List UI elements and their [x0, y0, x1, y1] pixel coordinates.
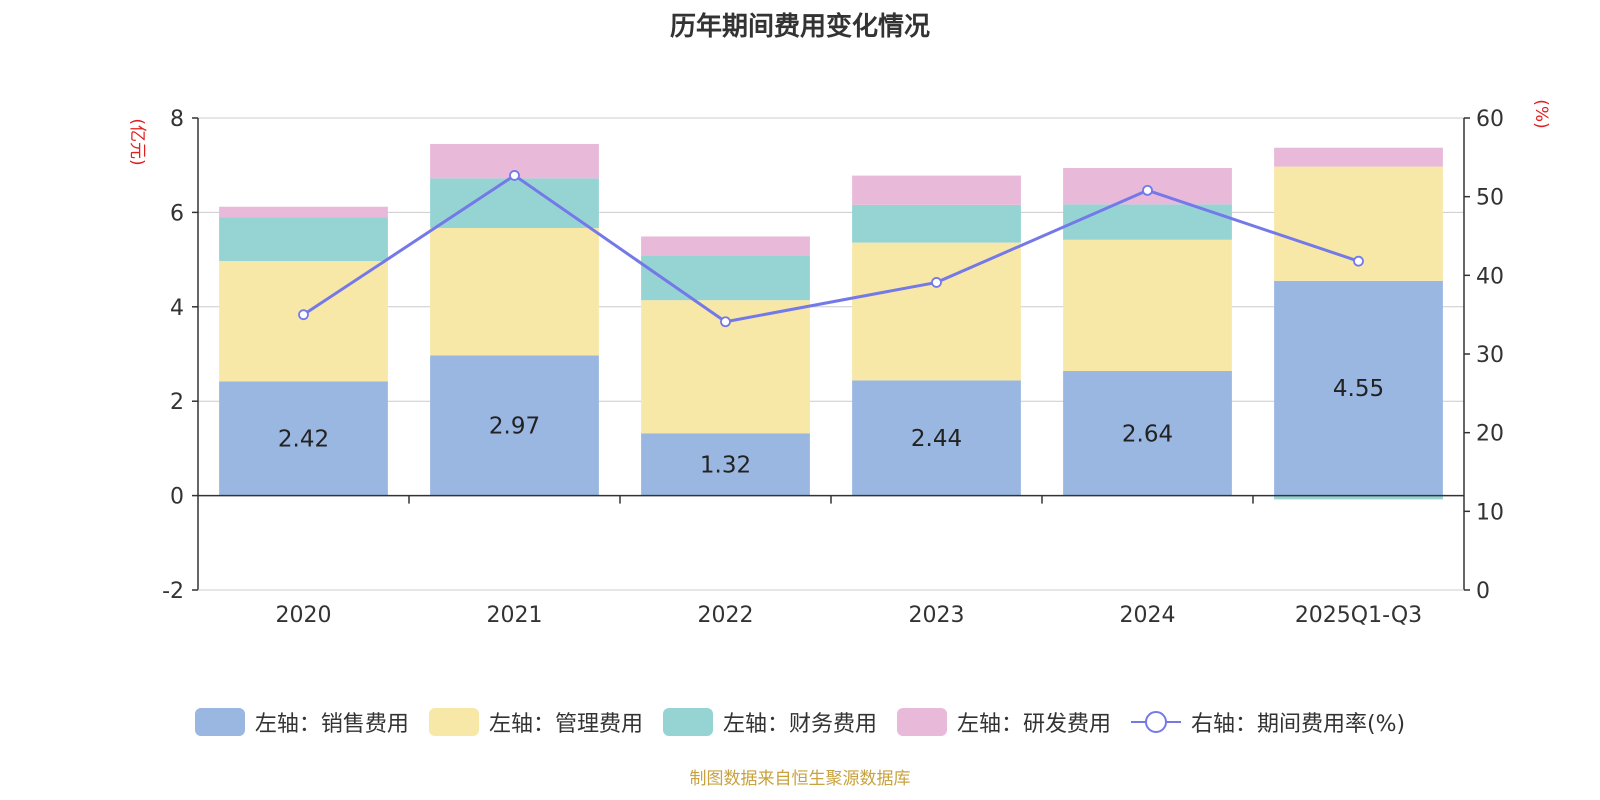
- data-source-note: 制图数据来自恒生聚源数据库: [689, 769, 911, 789]
- right-axis-tick-label: 50: [1476, 186, 1504, 211]
- left-axis-unit: (亿元): [127, 118, 147, 165]
- axes: -2 0 2 4 6 8 0 10 20 30 40 50 60 2020 2021 2022 2023 2024…: [127, 99, 1551, 628]
- bar-segment-2-2021: [430, 178, 599, 228]
- expense-rate-line: [298, 170, 1364, 328]
- bar-segment-1-2021: [430, 227, 599, 356]
- legend-item-finance[interactable]: 左轴：财务费用: [662, 706, 877, 738]
- bar-value-label: 2.42: [278, 426, 329, 452]
- x-axis-tick-label: 2024: [1120, 603, 1176, 628]
- bar-value-label: 2.64: [1122, 421, 1173, 447]
- bar-segment-0-2020: [219, 381, 388, 496]
- left-axis-tick-label: 4: [170, 296, 184, 321]
- right-axis-tick-label: 40: [1476, 264, 1504, 289]
- right-axis-unit: (%): [1531, 99, 1551, 128]
- left-axis-tick-label: 2: [170, 390, 184, 415]
- bar-segment-3-2022: [641, 236, 810, 256]
- expense-rate-point-2020: [298, 309, 309, 321]
- legend-label-rate: 右轴：期间费用率(%): [1190, 712, 1406, 737]
- expense-rate-point-2025Q1-Q3: [1353, 255, 1364, 267]
- bar-segment-0-2024: [1063, 370, 1232, 496]
- right-axis-tick-label: 10: [1476, 500, 1504, 525]
- legend-label-finance: 左轴：财务费用: [722, 712, 877, 737]
- legend-label-sales: 左轴：销售费用: [254, 712, 409, 737]
- right-axis-tick-label: 0: [1476, 579, 1490, 604]
- bar-segment-2-2023: [852, 204, 1021, 243]
- left-axis-tick-label: 0: [170, 485, 184, 510]
- legend-swatch-finance: [662, 708, 713, 736]
- bar-segment-3-2020: [219, 206, 388, 218]
- right-axis-tick-label: 30: [1476, 343, 1504, 368]
- left-axis-tick-label: 8: [170, 107, 184, 132]
- x-axis-tick-label: 2020: [276, 603, 332, 628]
- legend-item-rate[interactable]: 右轴：期间费用率(%): [1130, 706, 1406, 738]
- expense-rate-polyline: [302, 173, 1359, 324]
- x-axis-tick-label: 2021: [487, 603, 543, 628]
- legend-item-sales[interactable]: 左轴：销售费用: [194, 706, 409, 738]
- left-axis-tick-label: 6: [170, 201, 184, 226]
- bar-segment-2-2025Q1-Q3: [1274, 495, 1443, 500]
- legend-item-admin[interactable]: 左轴：管理费用: [428, 706, 643, 738]
- bar-segment-1-2020: [219, 261, 388, 382]
- bar-segment-0-2023: [852, 380, 1021, 496]
- x-axis-tick-label: 2023: [909, 603, 965, 628]
- bar-segment-1-2024: [1063, 239, 1232, 371]
- bar-value-label: 2.97: [489, 414, 540, 440]
- bar-segment-0-2025Q1-Q3: [1274, 280, 1443, 496]
- right-axis-tick-label: 20: [1476, 422, 1504, 447]
- bar-segment-1-2023: [852, 242, 1021, 381]
- expense-rate-point-2024: [1142, 184, 1153, 196]
- bar-stack-group: [219, 143, 1443, 500]
- bar-segment-2-2020: [219, 217, 388, 262]
- bar-segment-0-2021: [430, 355, 599, 496]
- bar-segment-2-2022: [641, 255, 810, 301]
- expense-rate-point-2022: [720, 316, 731, 328]
- expense-rate-point-2021: [509, 170, 520, 181]
- bar-segment-3-2023: [852, 175, 1021, 205]
- left-axis-tick-label: -2: [162, 579, 184, 604]
- bar-segment-0-2022: [641, 433, 810, 496]
- legend-label-admin: 左轴：管理费用: [488, 712, 643, 737]
- bar-value-label: 4.55: [1333, 376, 1384, 402]
- legend-label-rd: 左轴：研发费用: [956, 712, 1111, 737]
- bar-value-labels: 2.42 2.97 1.32 2.44 2.64 4.55: [278, 376, 1384, 478]
- legend: 左轴：销售费用 左轴：管理费用 左轴：财务费用 左轴：研发费用 右轴：期间费用率…: [0, 704, 1600, 740]
- right-axis-tick-label: 60: [1476, 107, 1504, 132]
- legend-swatch-rate: [1130, 708, 1181, 736]
- legend-swatch-rd: [896, 708, 947, 736]
- expense-rate-point-2023: [931, 277, 942, 288]
- bar-segment-3-2025Q1-Q3: [1274, 147, 1443, 167]
- x-axis-tick-label: 2025Q1-Q3: [1295, 603, 1422, 628]
- bar-value-label: 1.32: [700, 452, 751, 478]
- legend-swatch-sales: [194, 708, 245, 736]
- x-axis-tick-label: 2022: [698, 603, 754, 628]
- bar-value-label: 2.44: [911, 426, 962, 452]
- legend-swatch-admin: [428, 708, 479, 736]
- chart-title: 历年期间费用变化情况: [669, 12, 930, 42]
- legend-item-rd[interactable]: 左轴：研发费用: [896, 706, 1111, 738]
